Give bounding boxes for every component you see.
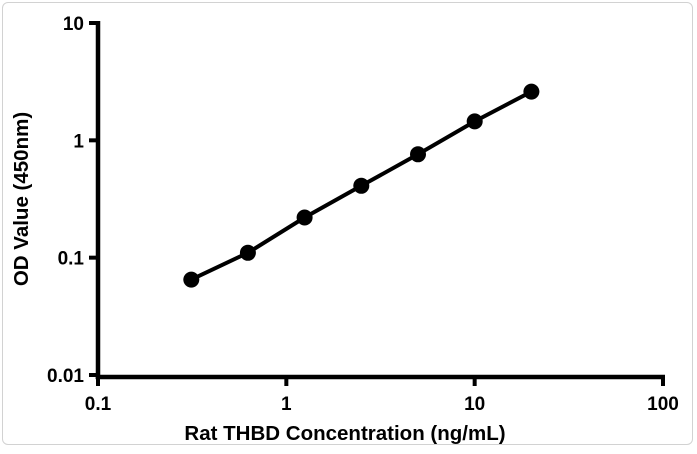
data-point: [239, 244, 256, 261]
data-point: [410, 146, 426, 163]
data-point: [353, 177, 370, 194]
y-tick-label: 0.1: [58, 249, 85, 270]
data-series-layer: [183, 83, 540, 288]
figure-frame: [2, 2, 693, 445]
x-axis-title: Rat THBD Concentration (ng/mL): [184, 422, 505, 445]
data-point: [523, 83, 540, 100]
x-tick-label: 1: [281, 394, 292, 415]
y-tick-label: 10: [63, 14, 84, 35]
y-axis-title: OD Value (450nm): [10, 112, 33, 286]
data-point: [466, 113, 483, 130]
data-point: [296, 209, 313, 226]
x-tick-label: 10: [464, 394, 485, 415]
data-point: [183, 271, 200, 288]
y-tick-label: 1: [73, 131, 84, 152]
y-tick-label: 0.01: [47, 366, 84, 387]
x-tick-label: 0.1: [85, 394, 112, 415]
x-tick-label: 100: [647, 394, 679, 415]
